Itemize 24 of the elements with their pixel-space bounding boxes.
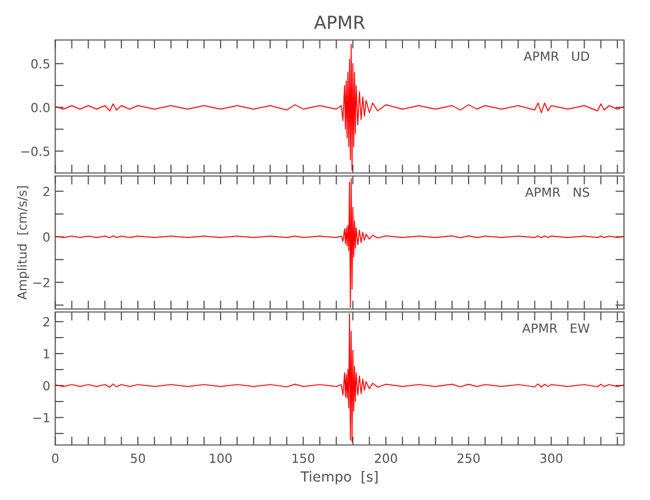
x-tick-label: 150 bbox=[292, 454, 314, 464]
line-series bbox=[55, 44, 624, 171]
y-tick-label: 2 bbox=[43, 186, 50, 196]
y-tick-label: 0.5 bbox=[31, 59, 50, 69]
x-tick-label: 200 bbox=[374, 454, 398, 464]
y-axis-title: Amplitud [cm/s/s] bbox=[17, 186, 30, 300]
annotation: APMR NS bbox=[525, 187, 590, 197]
y-tick-label: 0 bbox=[43, 381, 50, 390]
y-tick-label: −0.5 bbox=[21, 146, 50, 156]
y-tick-label: −2 bbox=[33, 278, 50, 288]
x-axis-title: Tiempo [s] bbox=[300, 470, 378, 484]
y-tick-label: 2 bbox=[43, 317, 50, 326]
x-tick-label: 0 bbox=[52, 454, 58, 464]
y-tick-label: 0.0 bbox=[31, 102, 50, 112]
annotation: APMR UD bbox=[524, 52, 590, 61]
annotation: APMR EW bbox=[522, 324, 590, 333]
x-tick-label: 250 bbox=[458, 454, 480, 464]
y-tick-label: 0 bbox=[43, 232, 50, 242]
x-tick-label: 100 bbox=[210, 454, 232, 464]
y-tick-label: −1 bbox=[33, 413, 50, 422]
x-tick-label: 300 bbox=[540, 454, 562, 464]
x-tick-label: 50 bbox=[130, 454, 146, 464]
chart-title: APMR bbox=[314, 16, 365, 29]
y-tick-label: 1 bbox=[44, 349, 50, 358]
